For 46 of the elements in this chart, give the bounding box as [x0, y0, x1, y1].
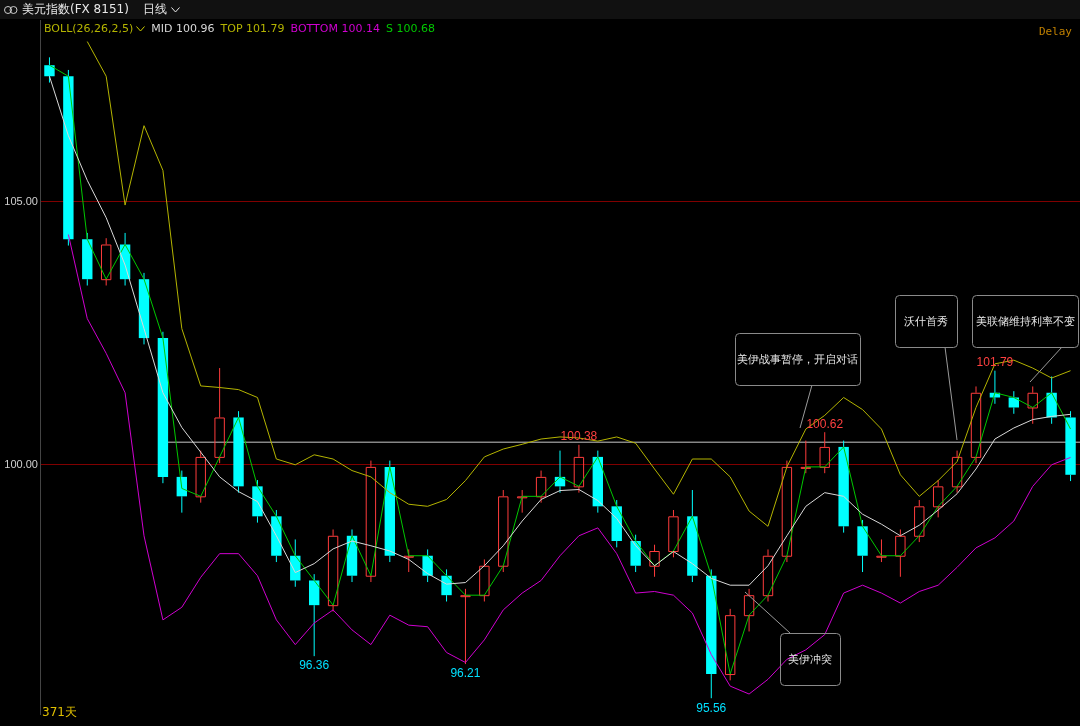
candlestick — [535, 470, 547, 504]
candlestick — [365, 460, 377, 583]
annotation: 美联储维持利率不变 — [972, 295, 1078, 347]
candlestick — [970, 385, 982, 464]
chart-title: 美元指数(FX 8151) — [22, 1, 129, 18]
candlestick — [876, 538, 887, 563]
text: BOTTOM 100.14 — [290, 22, 380, 36]
candlestick — [781, 460, 793, 563]
candlestick — [308, 573, 320, 657]
candlestick — [327, 528, 339, 612]
annotation: 101.79 — [976, 354, 1014, 369]
candlestick — [516, 489, 528, 514]
candlestick — [100, 237, 112, 287]
annotation: 美伊冲突 — [780, 633, 840, 685]
candlestick — [233, 410, 244, 494]
annotation: 96.36 — [299, 658, 330, 673]
annotation: Delay — [1038, 25, 1072, 38]
candlestick — [1027, 385, 1038, 425]
annotation: 沃什首秀 — [895, 295, 957, 347]
chart-subtitle: 日线 — [142, 1, 167, 18]
annotation: 371天 — [42, 704, 77, 721]
candlestick — [800, 440, 812, 474]
annotation: 100.62 — [806, 416, 844, 431]
y-tick-label: 100.00 — [4, 457, 38, 470]
annotation: 100.38 — [560, 429, 598, 444]
candlestick — [762, 548, 774, 602]
candlestick — [838, 440, 849, 534]
candlestick — [573, 444, 585, 494]
candlestick — [895, 528, 906, 578]
candlestick — [403, 548, 414, 573]
candlestick — [649, 544, 660, 578]
annotation: 95.56 — [696, 700, 727, 715]
candlestick — [214, 367, 225, 464]
text: TOP 101.79 — [220, 22, 285, 36]
candlestick — [63, 69, 74, 247]
y-tick-label: 105.00 — [4, 194, 38, 207]
text: MID 100.96 — [151, 22, 215, 36]
annotation: 96.21 — [450, 666, 481, 681]
candlestick — [743, 588, 755, 632]
candlestick — [687, 489, 698, 583]
candlestick — [157, 331, 169, 484]
text: S 100.68 — [385, 22, 435, 36]
legend-title: BOLL(26,26,2,5) — [44, 22, 134, 36]
annotation: 美伊战事暂停，开启对话 — [735, 333, 860, 385]
candlestick — [951, 450, 963, 494]
candlestick — [460, 588, 471, 665]
